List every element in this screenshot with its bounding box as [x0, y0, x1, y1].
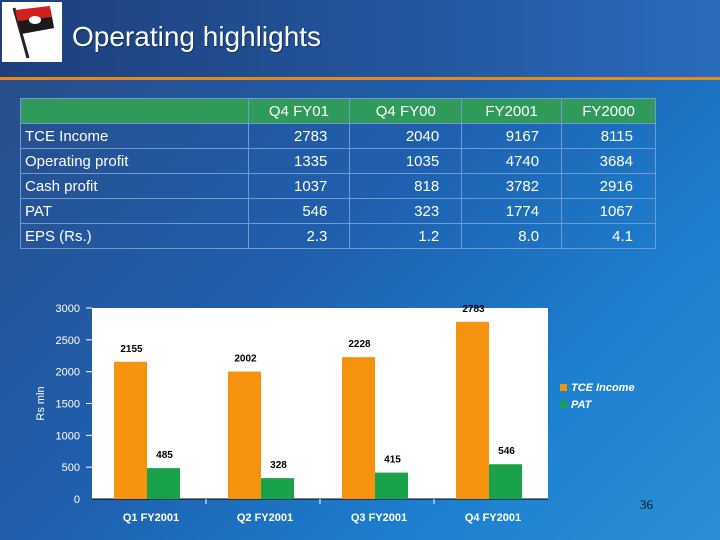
data-label-tce-income: 2155 — [120, 344, 143, 355]
table-cell: 2783 — [247, 123, 351, 149]
title-rule — [0, 77, 720, 80]
data-label-tce-income: 2228 — [348, 339, 371, 350]
table-row: EPS (Rs.) 2.3 1.2 8.0 4.1 — [20, 223, 656, 249]
legend-entry: TCE Income — [571, 382, 635, 394]
row-label: Operating profit — [20, 148, 249, 174]
table-cell: 2.3 — [247, 223, 351, 249]
y-tick-label: 2500 — [56, 335, 80, 347]
data-label-pat: 415 — [384, 455, 401, 466]
table-cell: 9167 — [461, 123, 563, 149]
data-label-tce-income: 2002 — [234, 354, 257, 365]
table-cell: 2040 — [349, 123, 463, 149]
bar-tce-income — [456, 321, 489, 499]
flag-logo-icon — [2, 2, 62, 62]
table-cell: 1037 — [247, 173, 351, 199]
y-tick-label: 1000 — [56, 430, 80, 442]
row-label: Cash profit — [20, 173, 249, 199]
bar-pat — [375, 472, 408, 499]
bar-pat — [147, 468, 180, 499]
data-label-tce-income: 2783 — [462, 304, 485, 315]
y-tick-label: 3000 — [56, 303, 80, 315]
y-tick-label: 500 — [62, 462, 80, 474]
slide-title: Operating highlights — [72, 21, 322, 52]
y-axis-label: Rs mln — [35, 386, 47, 420]
table-cell: 8.0 — [461, 223, 563, 249]
column-header: FY2000 — [561, 98, 656, 124]
table-cell: 3684 — [561, 148, 656, 174]
table-cell: 8115 — [561, 123, 656, 149]
table-corner-cell — [20, 98, 249, 124]
table-cell: 3782 — [461, 173, 563, 199]
x-tick-label: Q3 FY2001 — [351, 512, 407, 524]
table-cell: 1035 — [349, 148, 463, 174]
x-tick-label: Q2 FY2001 — [237, 512, 293, 524]
row-label: EPS (Rs.) — [20, 223, 249, 249]
x-tick-label: Q1 FY2001 — [123, 512, 179, 524]
legend-swatch — [560, 401, 567, 408]
highlights-table: Q4 FY01 Q4 FY00 FY2001 FY2000 TCE Income… — [20, 98, 656, 249]
bar-pat — [261, 478, 294, 499]
table-row: PAT 546 323 1774 1067 — [20, 198, 656, 224]
table-row: TCE Income 2783 2040 9167 8115 — [20, 123, 656, 149]
column-header: FY2001 — [461, 98, 563, 124]
table-cell: 4740 — [461, 148, 563, 174]
y-tick-label: 0 — [74, 494, 80, 506]
x-tick-label: Q4 FY2001 — [465, 512, 521, 524]
table-cell: 818 — [349, 173, 463, 199]
table-header-row: Q4 FY01 Q4 FY00 FY2001 FY2000 — [20, 98, 656, 124]
table-cell: 1774 — [461, 198, 563, 224]
data-label-pat: 546 — [498, 446, 515, 457]
table-cell: 546 — [247, 198, 351, 224]
legend-swatch — [560, 384, 567, 391]
page-number: 36 — [640, 497, 653, 512]
table-row: Cash profit 1037 818 3782 2916 — [20, 173, 656, 199]
table-cell: 1.2 — [349, 223, 463, 249]
data-label-pat: 328 — [270, 460, 287, 471]
column-header: Q4 FY00 — [349, 98, 463, 124]
header-band — [0, 0, 720, 78]
table-cell: 4.1 — [561, 223, 656, 249]
y-tick-label: 1500 — [56, 399, 80, 411]
bar-pat — [489, 464, 522, 499]
table-cell: 1067 — [561, 198, 656, 224]
y-tick-label: 2000 — [56, 367, 80, 379]
row-label: PAT — [20, 198, 249, 224]
table-row: Operating profit 1335 1035 4740 3684 — [20, 148, 656, 174]
bar-tce-income — [114, 361, 147, 499]
bar-chart: 0 500 1000 1500 2000 2500 3000 Rs mln 2155 485 Q1 … — [35, 303, 635, 524]
bar-tce-income — [228, 371, 261, 499]
bar-tce-income — [342, 357, 375, 499]
legend-entry: PAT — [571, 399, 593, 411]
row-label: TCE Income — [20, 123, 249, 149]
table-cell: 2916 — [561, 173, 656, 199]
column-header: Q4 FY01 — [247, 98, 351, 124]
table-cell: 1335 — [247, 148, 351, 174]
data-label-pat: 485 — [156, 450, 173, 461]
table-cell: 323 — [349, 198, 463, 224]
